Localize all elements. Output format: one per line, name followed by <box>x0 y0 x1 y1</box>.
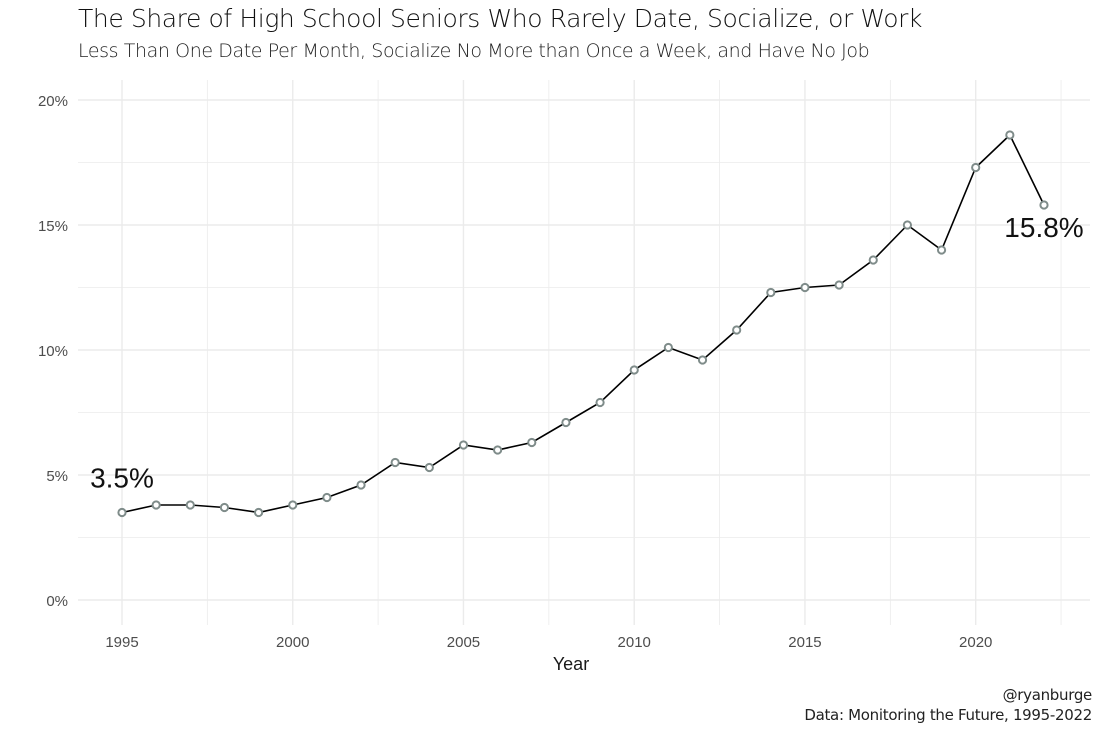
data-point <box>868 255 878 265</box>
data-point <box>800 282 810 293</box>
axes: 0% 5% 10% 15% 20% 1995 2000 2005 2010 2015 2020 Yea… <box>38 93 992 674</box>
x-tick-label: 2015 <box>788 634 821 651</box>
data-point <box>219 502 230 513</box>
data-point <box>766 287 776 298</box>
data-point <box>629 365 639 375</box>
data-points <box>117 130 1049 518</box>
data-point <box>834 280 844 290</box>
data-point <box>390 457 400 468</box>
chart-title: The Share of High School Seniors Who Rar… <box>78 4 923 33</box>
annotation-label: 15.8% <box>1004 212 1083 243</box>
data-point <box>356 480 366 490</box>
author-caption: @ryanburge <box>1002 686 1093 704</box>
data-point <box>322 492 332 503</box>
data-point <box>936 245 947 255</box>
data-point <box>151 500 161 510</box>
x-tick-label: 1995 <box>105 634 138 651</box>
data-point <box>663 342 673 353</box>
annotations: 3.5% 15.8% <box>90 212 1084 494</box>
data-point <box>732 325 742 335</box>
series-line <box>121 133 1045 514</box>
series-polyline <box>121 133 1045 514</box>
data-point <box>971 162 981 173</box>
x-tick-label: 2005 <box>447 634 480 651</box>
annotation-label: 3.5% <box>90 463 154 494</box>
data-point <box>185 500 195 510</box>
data-point <box>117 507 127 518</box>
y-tick-label: 15% <box>38 218 68 235</box>
y-tick-label: 10% <box>38 343 68 360</box>
data-point <box>458 440 469 450</box>
x-tick-label: 2010 <box>618 634 651 651</box>
y-tick-label: 5% <box>46 468 68 485</box>
x-axis-title: Year <box>553 654 589 674</box>
data-point <box>527 437 537 448</box>
data-point <box>561 417 571 428</box>
data-point <box>493 445 503 455</box>
data-point <box>288 500 298 510</box>
x-tick-label: 2000 <box>276 634 309 651</box>
chart-subtitle: Less Than One Date Per Month, Socialize … <box>78 40 870 62</box>
data-point <box>697 355 708 365</box>
data-point <box>595 397 605 408</box>
data-point <box>253 507 264 518</box>
data-point <box>1005 130 1015 140</box>
data-point <box>902 220 913 230</box>
data-point <box>1039 200 1049 210</box>
y-tick-label: 0% <box>46 593 68 610</box>
data-point <box>424 462 434 473</box>
gridlines <box>78 80 1090 625</box>
x-tick-label: 2020 <box>959 634 992 651</box>
y-tick-label: 20% <box>38 93 68 110</box>
source-caption: Data: Monitoring the Future, 1995-2022 <box>804 706 1092 724</box>
